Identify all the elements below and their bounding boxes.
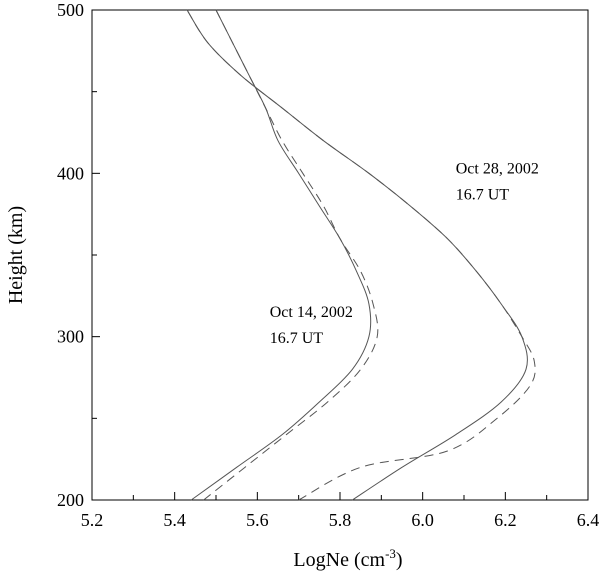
x-tick-label: 6.4 <box>577 510 600 530</box>
y-tick-label: 400 <box>57 163 84 183</box>
annotation-time: 16.7 UT <box>270 330 324 347</box>
series-line-solid <box>186 9 528 501</box>
x-tick-label: 5.4 <box>163 510 186 530</box>
annotation-date: Oct 28, 2002 <box>456 160 539 177</box>
x-tick-label: 6.0 <box>411 510 434 530</box>
y-tick-label: 200 <box>57 490 84 510</box>
y-axis-title: Height (km) <box>5 206 27 304</box>
x-tick-label: 5.8 <box>329 510 352 530</box>
annotation-date: Oct 14, 2002 <box>270 304 353 321</box>
annotation-time: 16.7 UT <box>456 186 510 203</box>
y-tick-label: 300 <box>57 327 84 347</box>
plot-frame <box>91 9 589 501</box>
x-tick-label: 5.2 <box>81 510 104 530</box>
x-tick-label: 6.2 <box>494 510 517 530</box>
series-line-dashed <box>203 9 379 501</box>
y-tick-label: 500 <box>57 0 84 20</box>
x-tick-label: 5.6 <box>246 510 269 530</box>
series-line-dashed <box>186 9 536 501</box>
x-axis-title: LogNe (cm-3) <box>293 546 402 571</box>
x-axis-title-superscript: -3 <box>385 546 396 561</box>
series-line-solid <box>190 9 372 501</box>
